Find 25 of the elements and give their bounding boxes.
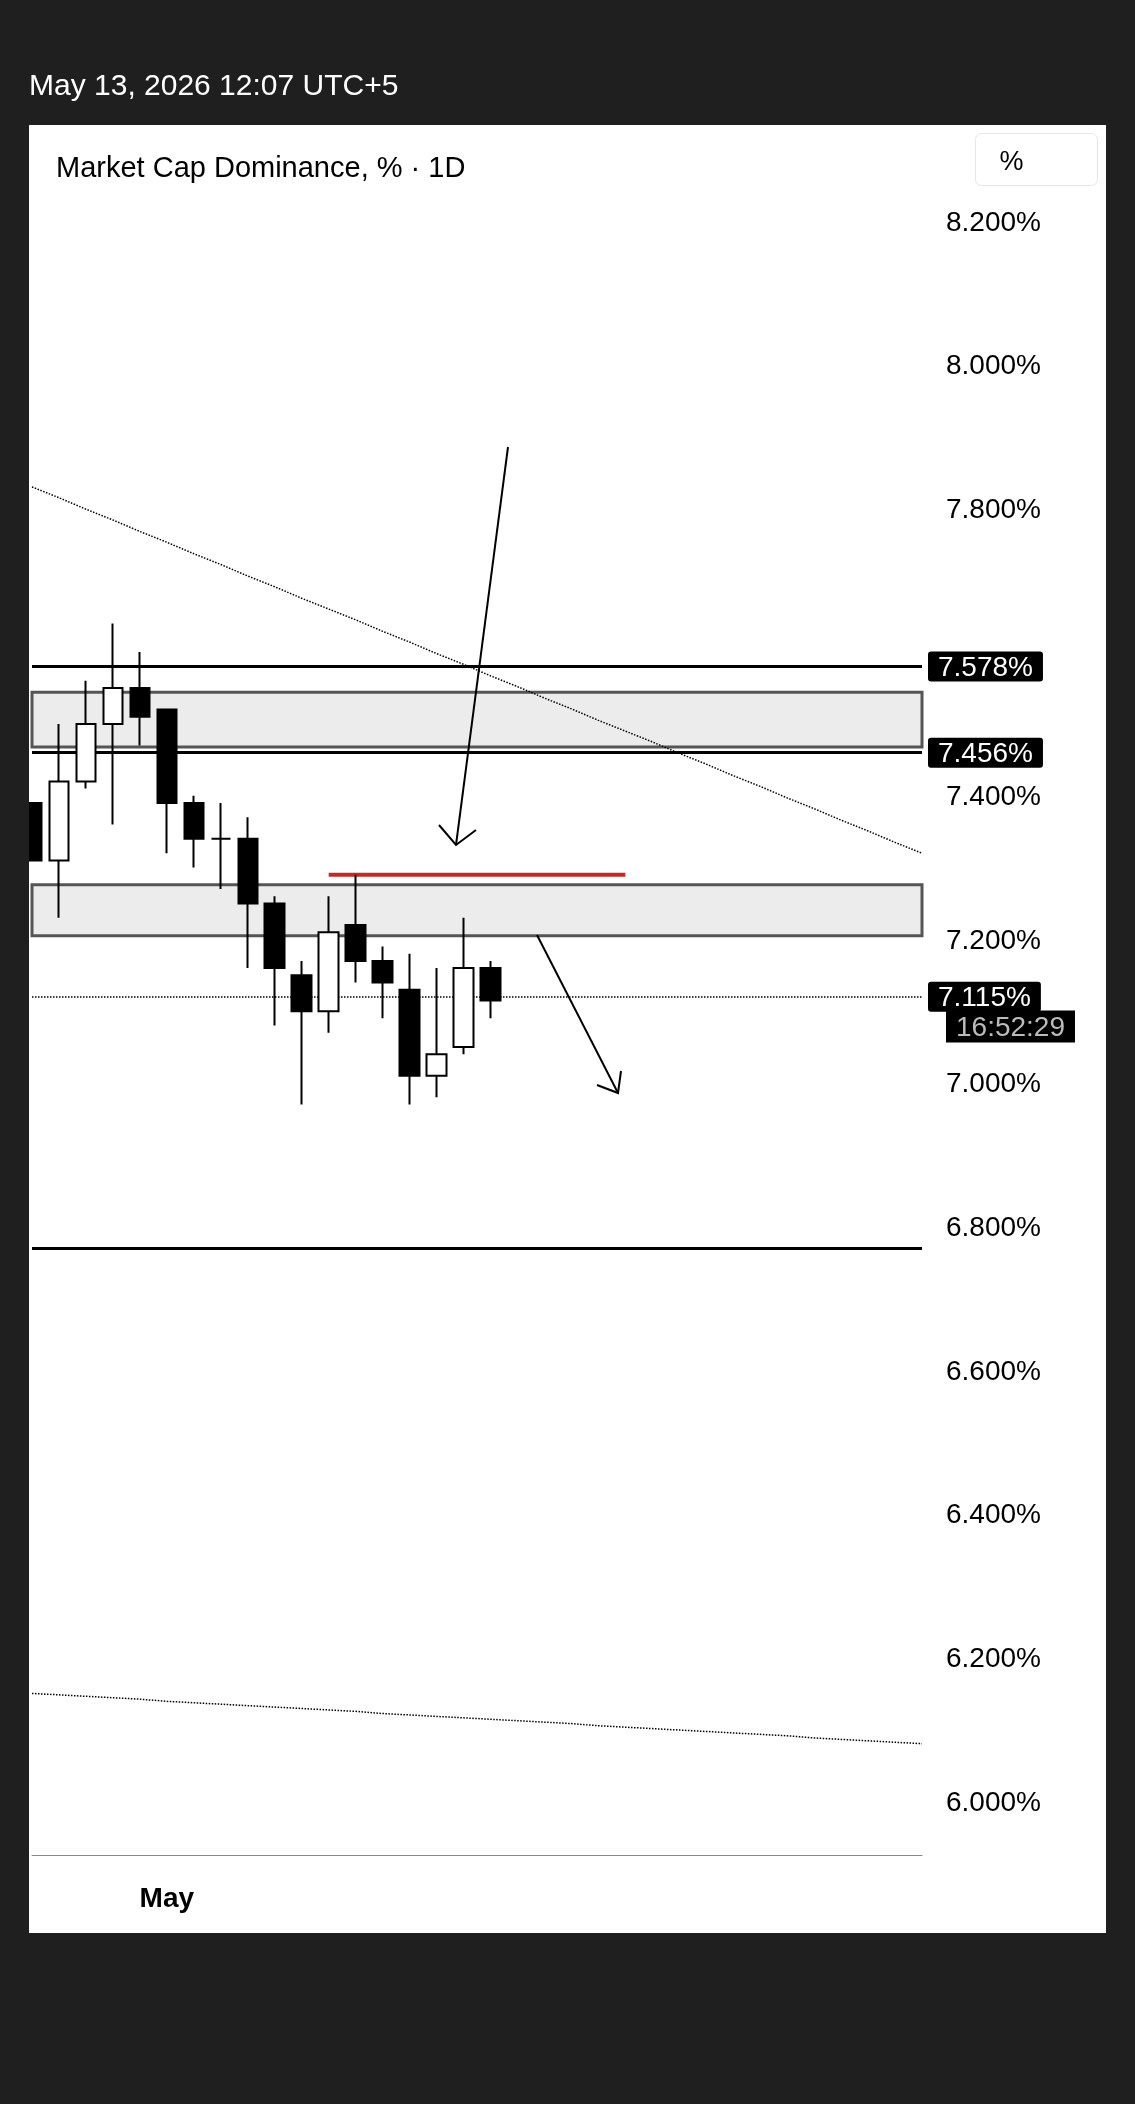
candlestick (183, 794, 205, 869)
ref-line-label: 7.115% (938, 981, 1031, 1013)
y-tick-label: 6.600% (946, 1354, 1041, 1386)
y-tick-label: 8.000% (946, 349, 1041, 381)
y-tick-label: 6.200% (946, 1642, 1041, 1674)
chart-subtitle: May 13, 2026 12:07 UTC+5 (29, 68, 399, 102)
y-tick-label: 7.000% (946, 1067, 1041, 1099)
text: Market Cap Dominance, % · 1D (56, 150, 466, 183)
text: 16:52:29 (956, 1010, 1065, 1042)
y-tick-label: 6.000% (946, 1785, 1041, 1817)
y-tick-label: 7.800% (946, 492, 1041, 524)
text: % (999, 146, 1024, 176)
x-tick-label: May (139, 1881, 195, 1913)
y-tick-label: 8.200% (946, 205, 1041, 237)
y-tick-label: 7.200% (946, 923, 1041, 955)
y-tick-label: 6.800% (946, 1211, 1041, 1243)
ref-line-label: 7.578% (938, 650, 1033, 682)
y-tick-label: 6.400% (946, 1498, 1041, 1530)
ref-line-label: 7.456% (938, 737, 1033, 769)
line-series (31, 486, 923, 854)
candlestick (344, 873, 367, 984)
candlestick (210, 801, 232, 891)
y-tick-label: 7.400% (946, 780, 1041, 812)
line-series (31, 1692, 923, 1745)
candlestick (237, 816, 259, 970)
